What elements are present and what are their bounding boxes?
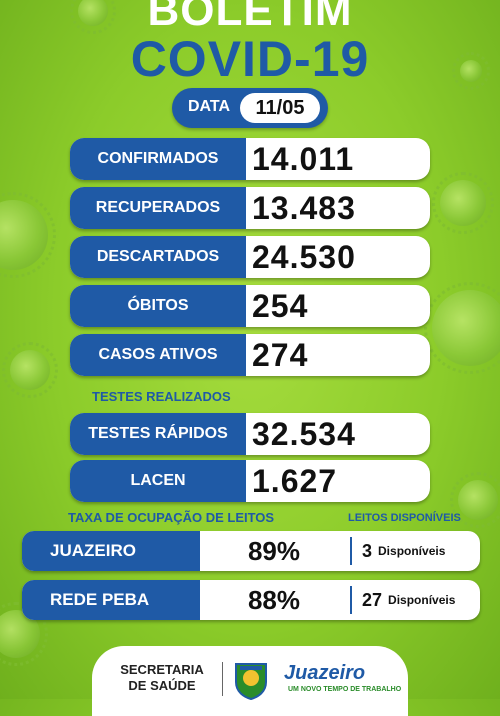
stat-value: 24.530 — [252, 238, 356, 275]
test-row-rapid: TESTES RÁPIDOS 32.534 — [70, 413, 430, 455]
available-heading: LEITOS DISPONÍVEIS — [348, 512, 461, 524]
city-slogan: UM NOVO TEMPO DE TRABALHO — [288, 686, 402, 693]
stat-value: 274 — [252, 336, 309, 373]
stat-value: 13.483 — [252, 189, 356, 226]
bulletin-page: { "header": { "title_line1": "BOLETIM", … — [0, 0, 500, 700]
beds-available: 27 Disponíveis — [362, 580, 474, 620]
test-label: TESTES RÁPIDOS — [70, 413, 246, 455]
secretaria-logo-text: SECRETARIA DE SAÚDE — [108, 662, 216, 694]
bulletin-title: BOLETIM — [147, 0, 353, 35]
occupancy-label: JUAZEIRO — [22, 531, 200, 571]
occupancy-row-rede-peba: REDE PEBA 88% 27 Disponíveis — [22, 580, 480, 620]
beds-available-text: Disponíveis — [378, 544, 446, 558]
virus-illustration — [450, 472, 500, 528]
date-badge: DATA 11/05 — [172, 88, 328, 128]
occupancy-percent: 88% — [247, 585, 301, 615]
divider — [350, 537, 352, 565]
stat-row-active: CASOS ATIVOS 274 — [70, 334, 430, 376]
footer-logos: SECRETARIA DE SAÚDE Juazeiro UM NOVO TEM… — [92, 646, 408, 716]
virus-illustration — [432, 172, 494, 234]
stat-row-deaths: ÓBITOS 254 — [70, 285, 430, 327]
bulletin-subtitle: COVID-19 — [130, 31, 370, 87]
test-row-lacen: LACEN 1.627 — [70, 460, 430, 502]
footer-divider — [222, 662, 223, 696]
date-value: 11/05 — [240, 93, 320, 123]
stat-label: CONFIRMADOS — [70, 138, 246, 180]
beds-available-count: 27 — [362, 589, 383, 610]
stat-row-confirmed: CONFIRMADOS 14.011 — [70, 138, 430, 180]
occupancy-heading: TAXA DE OCUPAÇÃO DE LEITOS — [68, 510, 275, 525]
occupancy-row-juazeiro: JUAZEIRO 89% 3 Disponíveis — [22, 531, 480, 571]
beds-available-count: 3 — [362, 540, 373, 561]
virus-illustration — [2, 342, 58, 398]
virus-illustration — [452, 52, 490, 90]
virus-illustration — [0, 192, 56, 278]
tests-heading: TESTES REALIZADOS — [92, 389, 231, 404]
secretaria-line2: DE SAÚDE — [128, 678, 196, 693]
test-value: 1.627 — [252, 462, 338, 499]
virus-illustration — [70, 0, 116, 34]
beds-available: 3 Disponíveis — [362, 531, 474, 571]
secretaria-line1: SECRETARIA — [120, 662, 204, 677]
occupancy-label: REDE PEBA — [22, 580, 200, 620]
test-label: LACEN — [70, 460, 246, 502]
stat-label: ÓBITOS — [70, 285, 246, 327]
stat-value: 14.011 — [252, 140, 355, 177]
stat-row-recovered: RECUPERADOS 13.483 — [70, 187, 430, 229]
date-label: DATA — [188, 98, 231, 115]
stat-label: CASOS ATIVOS — [70, 334, 246, 376]
divider — [350, 586, 352, 614]
stat-value: 254 — [252, 287, 309, 324]
beds-available-text: Disponíveis — [388, 593, 456, 607]
virus-illustration — [424, 282, 500, 374]
occupancy-percent: 89% — [247, 536, 301, 566]
stat-label: RECUPERADOS — [70, 187, 246, 229]
stat-label: DESCARTADOS — [70, 236, 246, 278]
test-value: 32.534 — [252, 415, 356, 452]
stat-row-discarded: DESCARTADOS 24.530 — [70, 236, 430, 278]
city-logo-text: Juazeiro — [284, 662, 366, 684]
city-crest-icon — [235, 663, 267, 700]
